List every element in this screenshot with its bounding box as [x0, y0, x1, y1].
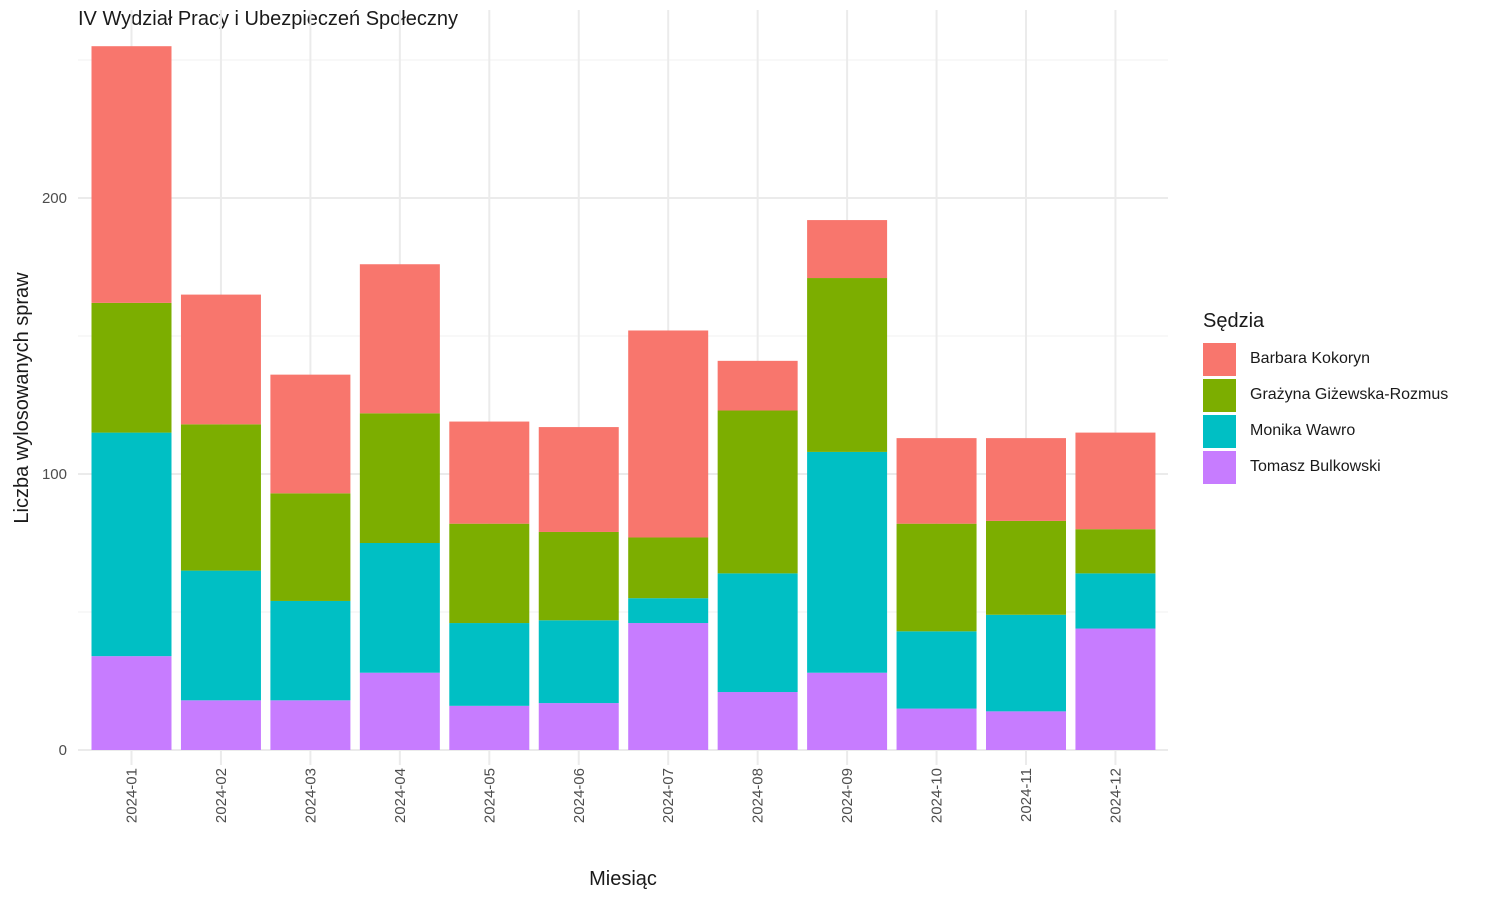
- legend-label: Monika Wawro: [1250, 422, 1356, 439]
- x-tick-label: 2024-03: [302, 768, 319, 823]
- bar-segment: [1075, 432, 1156, 530]
- y-axis-title: Liczba wylosowanych spraw: [11, 272, 33, 524]
- x-tick-label: 2024-10: [929, 768, 946, 823]
- bar-segment: [896, 438, 977, 524]
- bar-segment: [717, 410, 798, 574]
- legend: Sędzia Barbara Kokoryn Grażyna Giżewska-R…: [1203, 310, 1448, 485]
- x-tick-label: 2024-07: [660, 768, 677, 823]
- x-tick-label: 2024-01: [124, 768, 141, 823]
- bar-segment: [807, 672, 888, 750]
- bar-segment: [91, 656, 172, 750]
- legend-label: Grażyna Giżewska-Rozmus: [1250, 386, 1449, 403]
- bar-segment: [538, 531, 619, 621]
- bar-segment: [449, 421, 530, 524]
- legend-item: Tomasz Bulkowski: [1203, 449, 1448, 485]
- bar-segment: [359, 672, 440, 750]
- x-axis-title: Miesiąc: [589, 868, 657, 890]
- bar-segment: [1075, 573, 1156, 629]
- bar-segment: [180, 570, 261, 701]
- bar-segment: [986, 438, 1066, 521]
- x-tick-label: 2024-05: [481, 768, 498, 823]
- y-tick-label: 200: [42, 190, 67, 207]
- x-tick-label: 2024-09: [839, 768, 856, 823]
- y-tick-label: 0: [59, 742, 67, 759]
- bar-segment: [896, 523, 977, 632]
- bar-segment: [270, 374, 351, 494]
- bar-segment: [91, 46, 172, 303]
- bar-segment: [359, 264, 440, 414]
- bar-segment: [807, 220, 888, 279]
- bar-segment: [717, 360, 798, 411]
- x-tick-label: 2024-12: [1107, 768, 1124, 823]
- bar-segment: [986, 711, 1066, 750]
- bar-segment: [807, 451, 888, 673]
- legend-key: [1203, 378, 1236, 412]
- bar-segment: [538, 427, 619, 532]
- bar-segment: [1075, 529, 1156, 574]
- bar-segment: [896, 708, 977, 750]
- bar-segment: [628, 623, 709, 750]
- bar-segment: [896, 631, 977, 709]
- bar-segment: [270, 493, 351, 601]
- legend-key: [1203, 342, 1236, 376]
- bar-segment: [986, 520, 1066, 615]
- legend-label: Tomasz Bulkowski: [1250, 458, 1381, 475]
- x-tick-label: 2024-11: [1018, 768, 1035, 822]
- bar-segment: [986, 614, 1066, 712]
- bar-segment: [91, 302, 172, 433]
- legend-title: Sędzia: [1203, 310, 1265, 332]
- bar-segment: [180, 424, 261, 571]
- bar-segment: [628, 330, 709, 538]
- chart-title: IV Wydział Pracy i Ubezpieczeń Społeczny: [78, 8, 458, 30]
- x-tick-label: 2024-06: [571, 768, 588, 823]
- bar-segment: [180, 294, 261, 425]
- bar-segment: [538, 620, 619, 704]
- bar-segment: [1075, 628, 1156, 750]
- bar-segment: [449, 523, 530, 624]
- legend-key: [1203, 450, 1236, 484]
- bar-segment: [807, 278, 888, 452]
- legend-item: Barbara Kokoryn: [1203, 341, 1448, 377]
- bar-segment: [717, 573, 798, 693]
- bar-segment: [91, 432, 172, 657]
- bar-segment: [449, 623, 530, 706]
- bar-segment: [538, 703, 619, 750]
- legend-item: Monika Wawro: [1203, 413, 1448, 449]
- bar-segment: [180, 700, 261, 750]
- bar-segment: [270, 600, 351, 701]
- bar-segment: [359, 413, 440, 543]
- y-tick-label: 100: [42, 466, 67, 483]
- x-tick-label: 2024-04: [392, 768, 409, 823]
- legend-item: Grażyna Giżewska-Rozmus: [1203, 377, 1448, 413]
- bar-segment: [270, 700, 351, 750]
- bar-segment: [628, 598, 709, 624]
- x-tick-label: 2024-02: [213, 768, 230, 823]
- legend-key: [1203, 414, 1236, 448]
- x-tick-label: 2024-08: [750, 768, 767, 823]
- bar-segment: [628, 537, 709, 599]
- bar-segment: [449, 705, 530, 750]
- legend-label: Barbara Kokoryn: [1250, 350, 1371, 367]
- bar-segment: [717, 692, 798, 750]
- bar-segment: [359, 543, 440, 673]
